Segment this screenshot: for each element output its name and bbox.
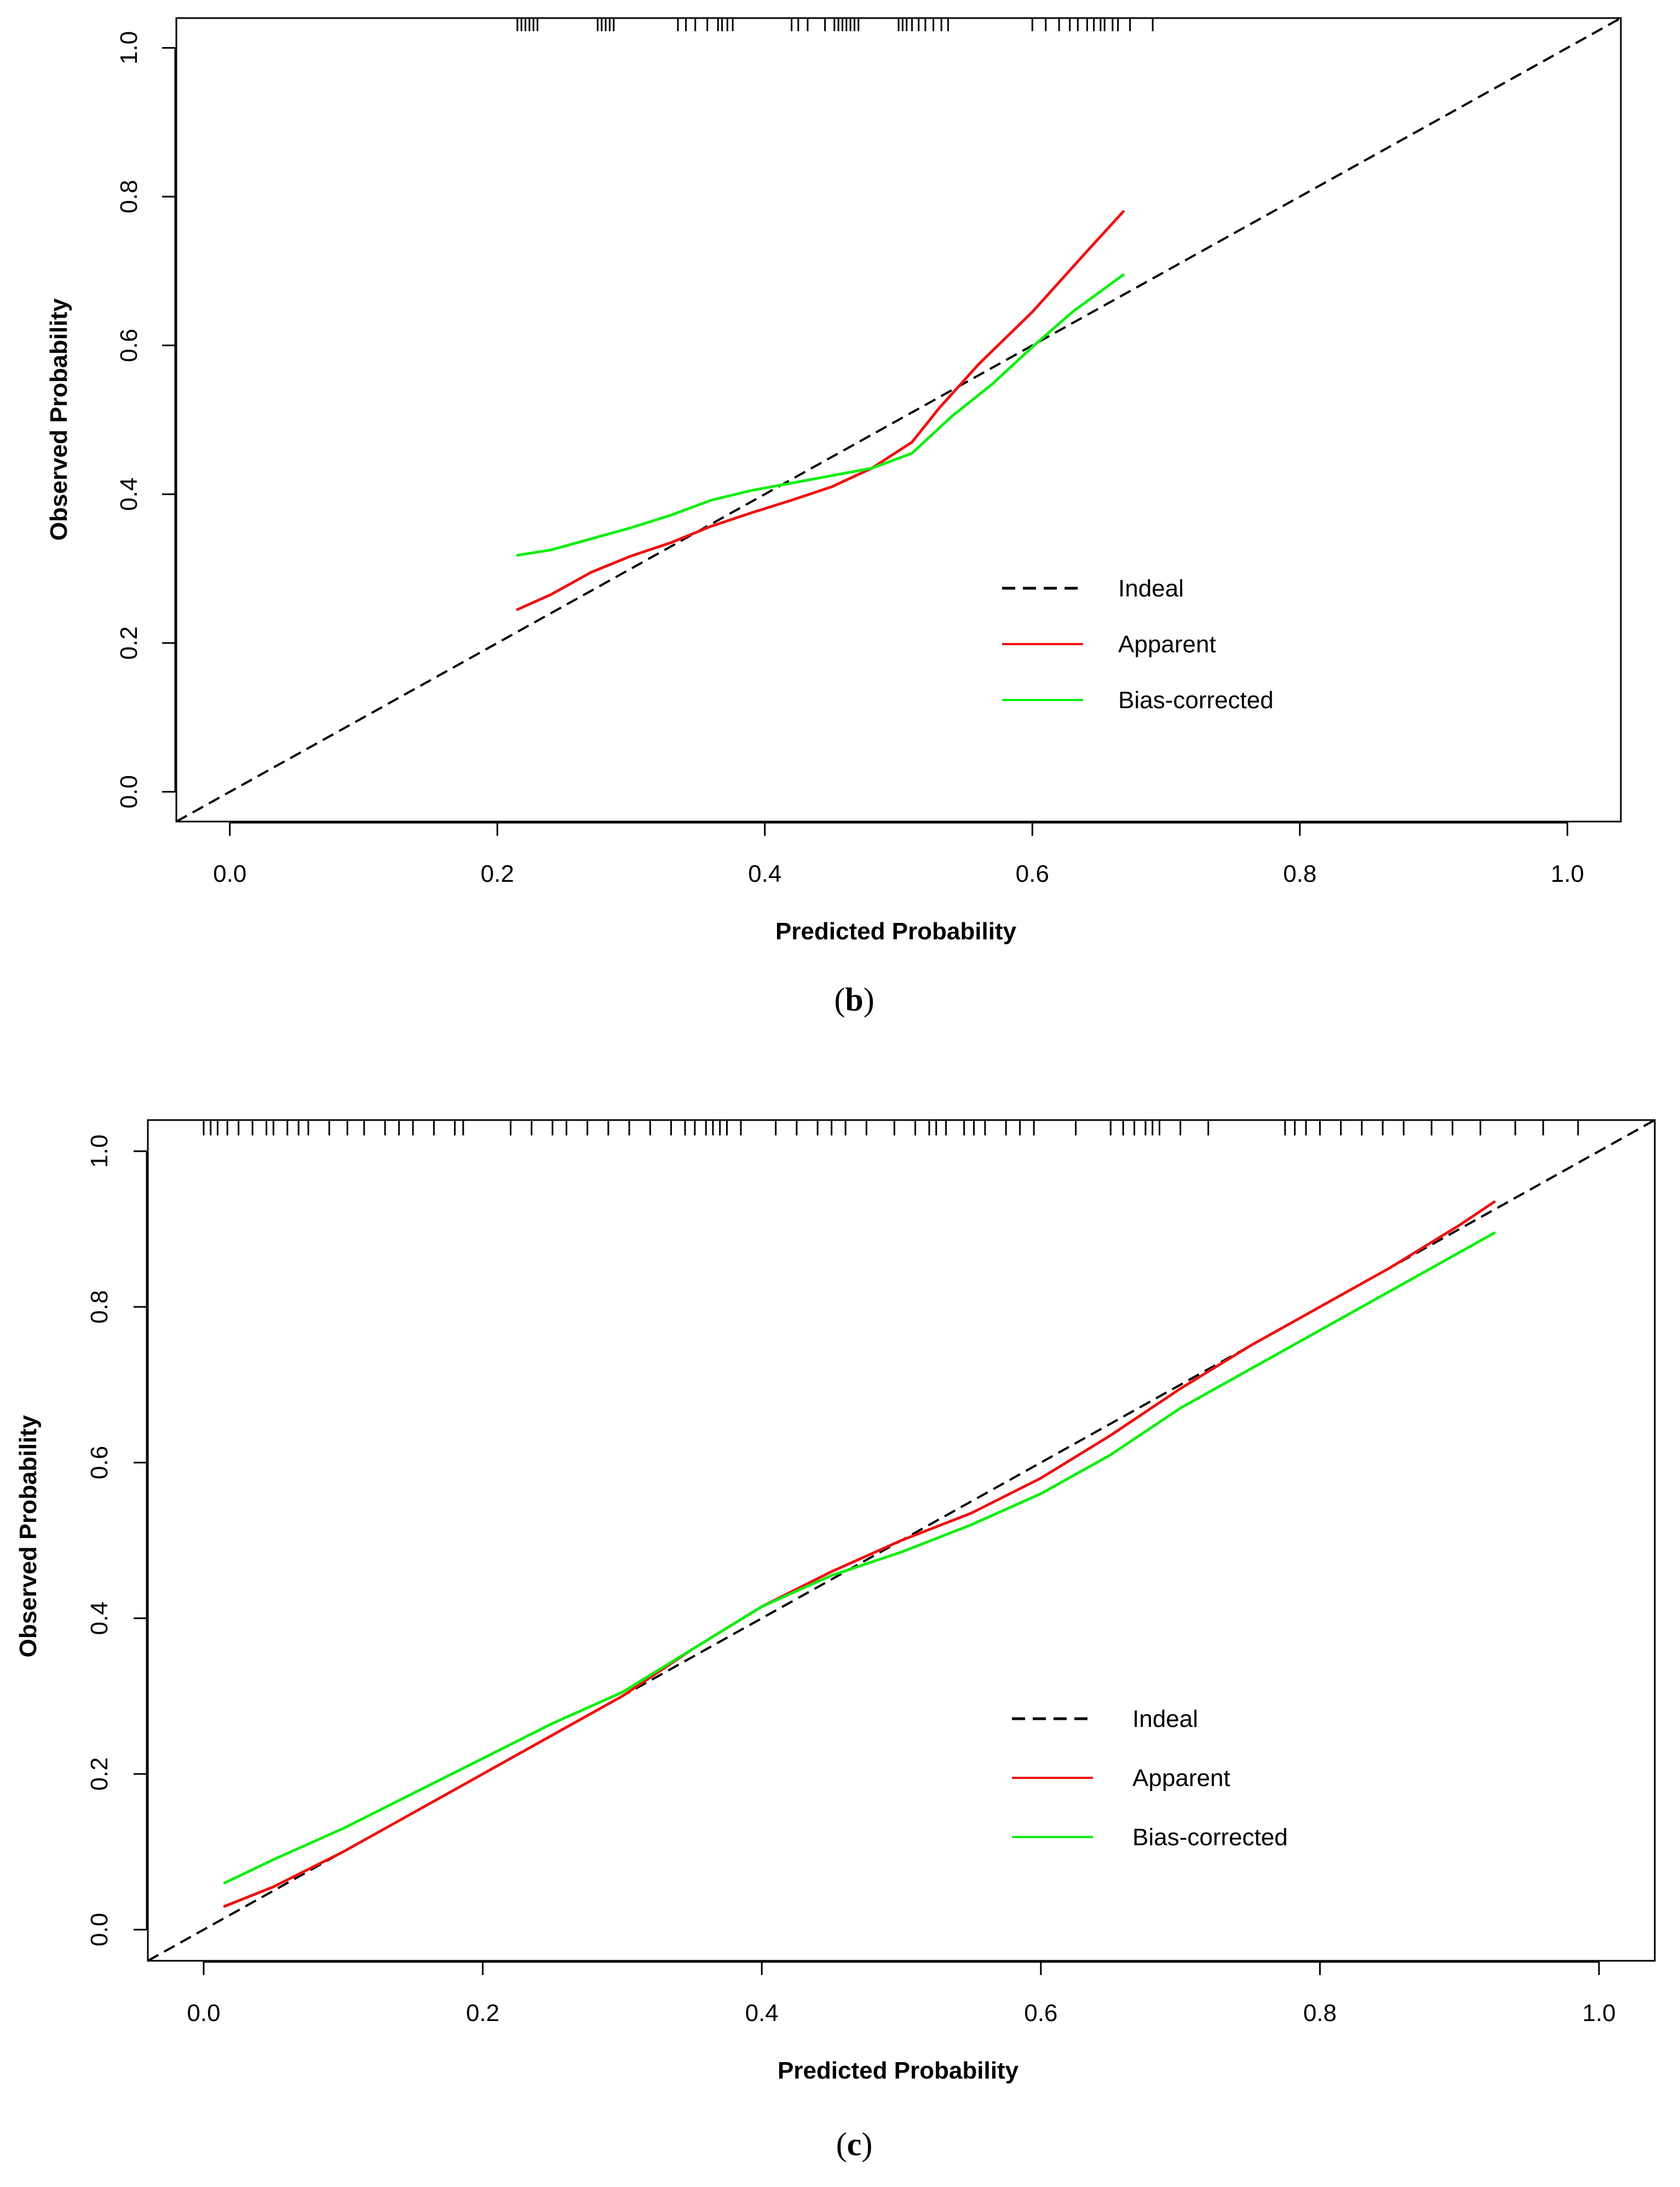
y-axis-title: Observed Probability bbox=[15, 1415, 42, 1657]
legend-label: Indeal bbox=[1118, 575, 1184, 602]
y-tick-label: 0.4 bbox=[86, 1601, 113, 1635]
x-tick-label: 0.4 bbox=[745, 2000, 779, 2027]
y-axis-title: Observed Probability bbox=[45, 298, 72, 541]
y-tick-label: 0.8 bbox=[116, 180, 142, 213]
caption-letter: b bbox=[845, 981, 863, 1018]
x-tick-label: 0.8 bbox=[1303, 2000, 1337, 2027]
x-tick-label: 1.0 bbox=[1582, 2000, 1615, 2027]
x-tick-label: 0.4 bbox=[748, 860, 781, 887]
legend-label: Bias-corrected bbox=[1118, 687, 1274, 714]
legend-label: Indeal bbox=[1132, 1706, 1198, 1732]
panel-caption: (c) bbox=[836, 2126, 873, 2162]
x-tick-label: 0.2 bbox=[481, 860, 514, 887]
x-tick-label: 0.2 bbox=[466, 2000, 499, 2027]
y-tick-label: 0.8 bbox=[86, 1290, 113, 1324]
legend: Indeal Apparent Bias-corrected bbox=[1012, 1706, 1288, 1851]
legend-label: Apparent bbox=[1118, 631, 1216, 658]
calibration-panel-c: 0.0 0.2 0.4 0.6 0.8 1.0 0.0 0.2 0.4 0.6 0.8 1.0 Pred… bbox=[15, 1119, 1656, 2162]
y-tick-label: 1.0 bbox=[86, 1134, 113, 1168]
x-axis-title: Predicted Probability bbox=[778, 2057, 1019, 2084]
caption-open-paren: ( bbox=[834, 981, 845, 1018]
legend-label: Apparent bbox=[1132, 1765, 1230, 1792]
y-tick-label: 0.6 bbox=[86, 1446, 113, 1479]
series-line-indeal bbox=[176, 17, 1621, 823]
panel-caption: (b) bbox=[834, 981, 874, 1018]
legend-label: Bias-corrected bbox=[1132, 1824, 1288, 1851]
series-line-bias-corrected bbox=[223, 1231, 1496, 1885]
caption-open-paren: ( bbox=[836, 2126, 847, 2162]
y-tick-label: 0.2 bbox=[116, 626, 142, 659]
x-tick-label: 0.8 bbox=[1283, 860, 1316, 887]
legend: Indeal Apparent Bias-corrected bbox=[1002, 575, 1274, 714]
x-tick-label: 0.0 bbox=[187, 2000, 220, 2027]
y-tick-label: 1.0 bbox=[116, 31, 142, 65]
x-axis-title: Predicted Probability bbox=[775, 918, 1017, 945]
x-tick-label: 1.0 bbox=[1551, 860, 1584, 887]
caption-close-paren: ) bbox=[861, 2126, 872, 2162]
caption-close-paren: ) bbox=[864, 981, 874, 1018]
y-tick-label: 0.0 bbox=[86, 1913, 113, 1947]
x-tick-label: 0.6 bbox=[1016, 860, 1049, 887]
caption-letter: c bbox=[847, 2126, 862, 2162]
calibration-panel-b: 0.0 0.2 0.4 0.6 0.8 1.0 0.0 0.2 0.4 0.6 0.8 1.0 Pred… bbox=[45, 17, 1622, 1018]
y-tick-label: 0.2 bbox=[86, 1757, 113, 1790]
y-tick-label: 0.6 bbox=[116, 329, 142, 362]
series-line-apparent bbox=[516, 210, 1125, 611]
y-tick-label: 0.0 bbox=[116, 775, 142, 808]
x-tick-label: 0.0 bbox=[213, 860, 246, 887]
x-tick-label: 0.6 bbox=[1024, 2000, 1057, 2027]
plot-frame bbox=[147, 1119, 1656, 1962]
series-line-apparent bbox=[223, 1200, 1496, 1908]
y-tick-label: 0.4 bbox=[116, 478, 142, 511]
series-line-bias-corrected bbox=[516, 273, 1125, 557]
